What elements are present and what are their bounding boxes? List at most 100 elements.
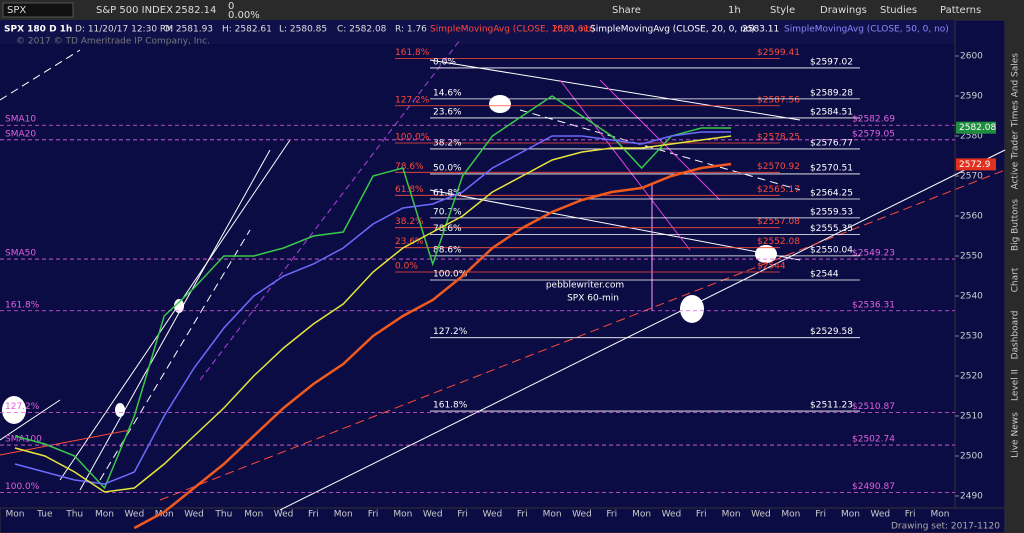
sma20-label: SimpleMovingAvg (CLOSE, 20, 0, no) xyxy=(590,25,755,35)
sidebar-tab[interactable]: Times And Sales xyxy=(1011,53,1021,128)
level-label: $2510.87 xyxy=(852,402,895,412)
y-tick-label: 2590 xyxy=(960,92,983,102)
y-tick-label: 2510 xyxy=(960,412,983,422)
series-line xyxy=(14,131,732,485)
info-low: L: 2580.85 xyxy=(279,25,327,35)
x-tick-label: Fri xyxy=(457,510,468,520)
sma50-label: SimpleMovingAvg (CLOSE, 50, 0, no) xyxy=(784,25,949,35)
x-tick-label: Fri xyxy=(905,510,916,520)
x-tick-label: Wed xyxy=(483,510,503,520)
level-label: $2511.23 xyxy=(810,401,853,411)
series-line xyxy=(14,135,732,493)
price-tag xyxy=(956,158,996,171)
level-fib: 0.0% xyxy=(395,262,418,272)
level-label: $2570.92 xyxy=(757,162,800,172)
toolbar-button[interactable]: Studies xyxy=(880,5,917,16)
level-label: $2584.51 xyxy=(810,107,853,117)
copyright: © 2017 © TD Ameritrade IP Company, Inc. xyxy=(16,37,210,47)
x-tick-label: Fri xyxy=(308,510,319,520)
symbol-name: S&P 500 INDEX xyxy=(96,5,173,16)
color-trendlines xyxy=(0,39,1006,501)
y-tick-label: 2490 xyxy=(960,492,983,502)
sidebar-tab[interactable]: Active Trader xyxy=(1011,130,1021,189)
symbol: SPX xyxy=(7,5,26,16)
level-fib: 38.2% xyxy=(395,217,424,227)
sidebar-tab[interactable]: Big Buttons xyxy=(1011,199,1021,251)
annotation: pebblewriter.com xyxy=(546,281,624,291)
x-tick-label: Wed xyxy=(871,510,891,520)
x-tick-label: Fri xyxy=(815,510,826,520)
x-tick-label: Fri xyxy=(606,510,617,520)
level-label: $2552.08 xyxy=(757,237,800,247)
info-high: H: 2582.61 xyxy=(222,25,272,35)
sidebar-tab[interactable]: Level II xyxy=(1011,369,1021,401)
x-tick-label: Mon xyxy=(6,510,25,520)
x-tick-label: Wed xyxy=(274,510,294,520)
sma20-value: 2583.11 xyxy=(742,25,779,35)
x-tick-label: Wed xyxy=(662,510,682,520)
x-tick-label: Tue xyxy=(36,510,53,520)
x-tick-label: Mon xyxy=(393,510,412,520)
x-tick-label: Wed xyxy=(751,510,771,520)
level-fib: 78.6% xyxy=(395,162,424,172)
level-label: $2570.51 xyxy=(810,163,853,173)
level-fib: 161.8% xyxy=(433,401,468,411)
level-fib: 88.6% xyxy=(433,245,462,255)
symbol-box[interactable] xyxy=(2,2,74,18)
level-fib: 100.0% xyxy=(5,482,40,492)
sidebar-tab[interactable]: Chart xyxy=(1011,267,1021,292)
sidebar-tab[interactable]: Live News xyxy=(1011,412,1021,458)
x-tick-label: Fri xyxy=(517,510,528,520)
level-label: $2564.25 xyxy=(810,189,853,199)
level-label: $2502.74 xyxy=(852,435,895,445)
last-price: 2582.14 xyxy=(175,5,216,16)
change: 0 xyxy=(228,1,234,12)
level-label: $2589.28 xyxy=(810,88,853,98)
level-fib: 127.2% xyxy=(433,327,468,337)
level-fib: 100.0% xyxy=(395,133,430,143)
level-fib: 38.2% xyxy=(433,138,462,148)
x-tick-label: Mon xyxy=(95,510,114,520)
info-close: C: 2582.08 xyxy=(337,25,387,35)
x-tick-label: Mon xyxy=(722,510,741,520)
series-line xyxy=(14,95,732,490)
x-tick-label: Fri xyxy=(368,510,379,520)
level-label: $2557.08 xyxy=(757,217,800,227)
drawing-set: Drawing set: 2017-1120 xyxy=(891,522,1000,532)
level-label: $2559.53 xyxy=(810,207,853,217)
level-label: $2578.25 xyxy=(757,133,800,143)
x-tick-label: Mon xyxy=(543,510,562,520)
y-tick-label: 2600 xyxy=(960,52,983,62)
toolbar-button[interactable]: Patterns xyxy=(940,5,981,16)
toolbar-button[interactable]: Drawings xyxy=(820,5,867,16)
x-tick-label: Thu xyxy=(65,510,83,520)
level-label: $2549.23 xyxy=(852,249,895,259)
x-tick-label: Wed xyxy=(184,510,204,520)
level-label: $2587.56 xyxy=(757,95,800,105)
level-label: $2599.41 xyxy=(757,48,800,58)
sidebar xyxy=(1005,20,1024,533)
y-tick-label: 2570 xyxy=(960,172,983,182)
x-tick-label: Wed xyxy=(125,510,145,520)
toolbar-button[interactable]: Style xyxy=(770,5,795,16)
x-tick-label: Wed xyxy=(423,510,443,520)
y-tick-label: 2500 xyxy=(960,452,983,462)
level-fib: 127.2% xyxy=(5,402,40,412)
info-open: O: 2581.93 xyxy=(163,25,213,35)
level-fib: 23.6% xyxy=(433,107,462,117)
level-label: $2544 xyxy=(757,262,786,272)
info-range: R: 1.76 xyxy=(395,25,427,35)
toolbar-button[interactable]: 1h xyxy=(728,5,741,16)
level-label: $2550.04 xyxy=(810,245,853,255)
toolbar-button[interactable]: Share xyxy=(612,5,641,16)
price-tag-label: 2582.08 xyxy=(959,123,996,133)
sidebar-tab[interactable]: Dashboard xyxy=(1011,311,1021,360)
level-fib: SMA10 xyxy=(5,115,36,125)
level-label: $2565.17 xyxy=(757,185,800,195)
level-label: $2536.31 xyxy=(852,300,895,310)
level-label: $2555.35 xyxy=(810,224,853,234)
x-tick-label: Mon xyxy=(334,510,353,520)
time-axis xyxy=(0,507,1006,533)
level-label: $2544 xyxy=(810,270,839,280)
